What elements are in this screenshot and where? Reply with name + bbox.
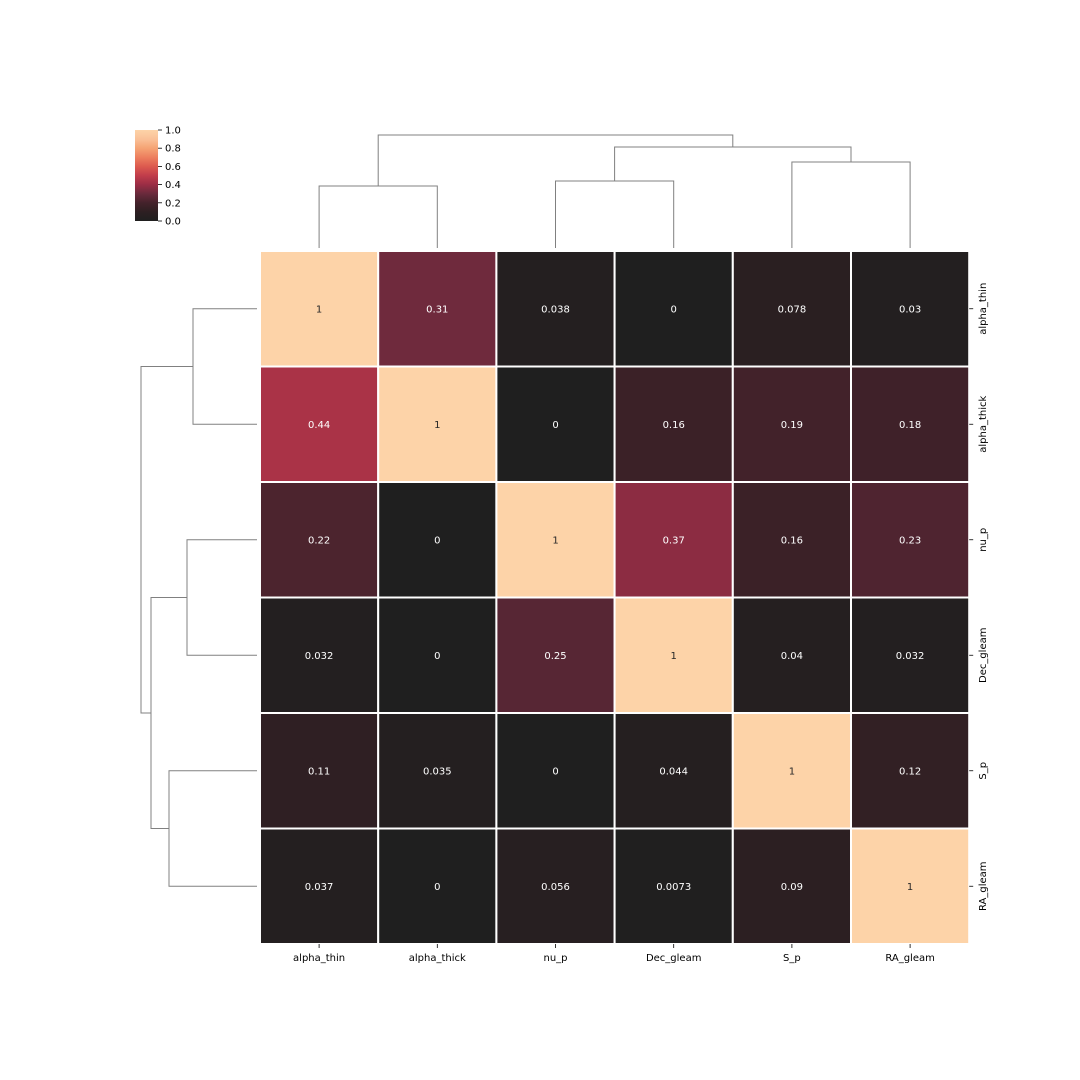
heatmap-cell: [850, 481, 971, 599]
colorbar-tick-label: 0.0: [165, 217, 181, 228]
heatmap-cells: [259, 250, 971, 945]
cell-annotation: 1: [789, 766, 795, 777]
heatmap-cell: [731, 712, 852, 830]
cell-annotations: 1 0.31 0.038 0 0.078 0.03 0.44 1 0 0.16 0.19 0.18 0.…: [305, 304, 925, 893]
heatmap-cell: [850, 365, 971, 483]
heatmap-cell: [850, 250, 971, 368]
heatmap-cell: [259, 827, 380, 945]
cell-annotation: 0.0073: [656, 882, 691, 893]
cell-annotation: 0.03: [899, 304, 921, 315]
x-tick-label: alpha_thick: [409, 953, 466, 964]
cell-annotation: 0: [552, 766, 558, 777]
cell-annotation: 0.25: [544, 651, 566, 662]
colorbar-tick-label: 0.8: [165, 144, 181, 155]
heatmap-cell: [495, 596, 616, 714]
cell-annotation: 0.032: [305, 651, 334, 662]
cell-annotation: 0.23: [899, 535, 921, 546]
row-dendrogram: [140, 308, 257, 887]
x-tick-label: S_p: [783, 953, 801, 964]
heatmap-cell: [613, 365, 734, 483]
cell-annotation: 0.056: [541, 882, 570, 893]
x-tick-label: nu_p: [543, 953, 567, 964]
heatmap-cell: [850, 827, 971, 945]
x-tick-label: RA_gleam: [885, 953, 935, 964]
colorbar: 0.0 0.2 0.4 0.6 0.8 1.0: [135, 126, 181, 228]
cell-annotation: 0.18: [899, 420, 921, 431]
x-tick-labels: alpha_thin alpha_thick nu_p Dec_gleam S_p RA_…: [293, 944, 935, 964]
cell-annotation: 0.04: [781, 651, 803, 662]
heatmap-cell: [377, 596, 498, 714]
colorbar-gradient: [135, 130, 158, 221]
dendrogram-link: [377, 134, 734, 186]
cell-annotation: 0: [552, 420, 558, 431]
colorbar-tick-label: 1.0: [165, 126, 181, 137]
column-dendrogram: [318, 134, 911, 248]
heatmap-cell: [259, 250, 380, 368]
heatmap-cell: [259, 712, 380, 830]
heatmap-cell: [377, 250, 498, 368]
cell-annotation: 0: [434, 882, 440, 893]
cell-annotation: 1: [671, 651, 677, 662]
cell-annotation: 0.032: [896, 651, 925, 662]
cell-annotation: 0.22: [308, 535, 330, 546]
cell-annotation: 0.035: [423, 766, 452, 777]
y-tick-label: alpha_thin: [978, 283, 989, 335]
y-tick-label: nu_p: [978, 528, 989, 552]
cell-annotation: 1: [316, 304, 322, 315]
cell-annotation: 1: [434, 420, 440, 431]
cell-annotation: 0.11: [308, 766, 330, 777]
colorbar-tick-label: 0.6: [165, 162, 181, 173]
y-tick-labels: alpha_thin alpha_thick nu_p Dec_gleam S_p RA_…: [969, 283, 989, 911]
dendrogram-link: [791, 161, 911, 248]
dendrogram-link: [140, 366, 193, 714]
heatmap-cell: [377, 365, 498, 483]
y-tick-label: S_p: [978, 762, 989, 780]
colorbar-tick-label: 0.4: [165, 180, 181, 191]
cell-annotation: 0.078: [778, 304, 807, 315]
cell-annotation: 0.31: [426, 304, 448, 315]
heatmap-cell: [259, 596, 380, 714]
y-tick-label: alpha_thick: [978, 396, 989, 453]
cell-annotation: 0.19: [781, 420, 803, 431]
heatmap-cell: [613, 712, 734, 830]
heatmap-cell: [731, 596, 852, 714]
y-tick-label: Dec_gleam: [978, 627, 989, 683]
cell-annotation: 1: [552, 535, 558, 546]
cell-annotation: 0.038: [541, 304, 570, 315]
dendrogram-link: [614, 146, 852, 181]
heatmap-cell: [731, 481, 852, 599]
dendrogram-link: [168, 770, 257, 887]
dendrogram-link: [186, 539, 257, 656]
cell-annotation: 0.037: [305, 882, 334, 893]
heatmap-cell: [613, 481, 734, 599]
cell-annotation: 0.37: [663, 535, 685, 546]
dendrogram-link: [192, 308, 257, 425]
cell-annotation: 0.12: [899, 766, 921, 777]
heatmap-cell: [613, 596, 734, 714]
y-tick-label: RA_gleam: [978, 861, 989, 911]
cell-annotation: 0.16: [663, 420, 685, 431]
cell-annotation: 0.16: [781, 535, 803, 546]
x-tick-label: Dec_gleam: [646, 953, 702, 964]
colorbar-tick-label: 0.2: [165, 198, 181, 209]
cell-annotation: 0.044: [659, 766, 688, 777]
cell-annotation: 0: [671, 304, 677, 315]
cell-annotation: 0: [434, 535, 440, 546]
cell-annotation: 1: [907, 882, 913, 893]
dendrogram-link: [318, 185, 438, 248]
x-tick-label: alpha_thin: [293, 953, 345, 964]
cell-annotation: 0.44: [308, 420, 330, 431]
cell-annotation: 0: [434, 651, 440, 662]
cell-annotation: 0.09: [781, 882, 803, 893]
heatmap-cell: [377, 481, 498, 599]
heatmap-cell: [495, 712, 616, 830]
dendrogram-link: [555, 180, 675, 248]
heatmap-cell: [495, 250, 616, 368]
